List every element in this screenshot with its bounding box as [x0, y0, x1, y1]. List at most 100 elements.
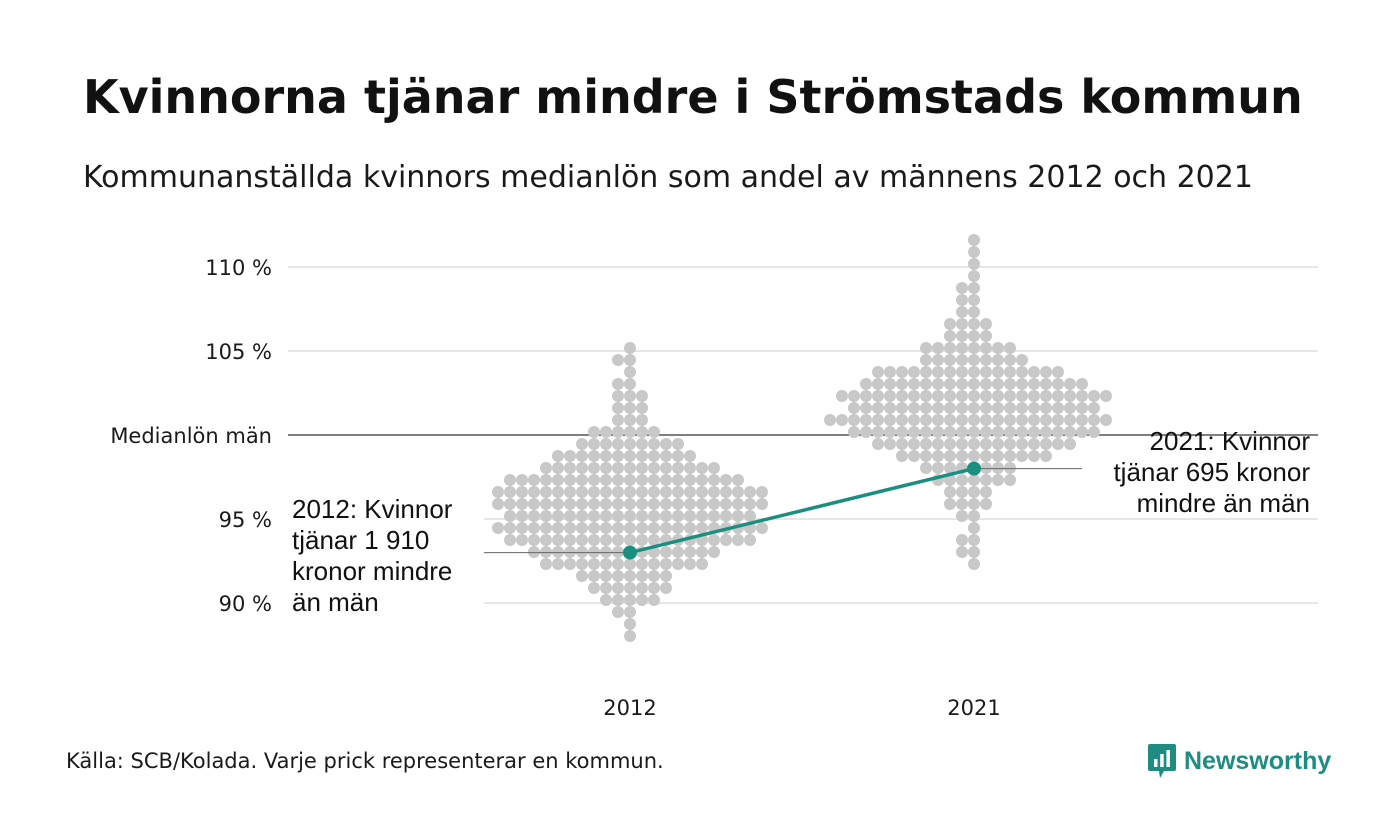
municipality-dot: [672, 438, 684, 450]
municipality-dot: [588, 486, 600, 498]
municipality-dot: [1028, 438, 1040, 450]
municipality-dot: [920, 366, 932, 378]
municipality-dot: [944, 426, 956, 438]
municipality-dot: [708, 534, 720, 546]
municipality-dot: [920, 354, 932, 366]
municipality-dot: [684, 510, 696, 522]
municipality-dot: [968, 366, 980, 378]
municipality-dot: [636, 498, 648, 510]
municipality-dot: [968, 294, 980, 306]
municipality-dot: [660, 546, 672, 558]
x-axis-ticks: 2012 2021: [603, 696, 1000, 720]
x-tick-label: 2021: [947, 696, 1000, 720]
municipality-dot: [932, 378, 944, 390]
municipality-dot: [528, 522, 540, 534]
municipality-dot: [540, 558, 552, 570]
municipality-dot: [504, 534, 516, 546]
municipality-dot: [980, 450, 992, 462]
municipality-dot: [932, 354, 944, 366]
municipality-dot: [980, 318, 992, 330]
municipality-dot: [884, 426, 896, 438]
municipality-dot: [564, 498, 576, 510]
annotation-line: mindre än män: [1137, 488, 1310, 518]
municipality-dot: [980, 354, 992, 366]
municipality-dot: [588, 426, 600, 438]
municipality-dot: [944, 366, 956, 378]
municipality-dot: [920, 390, 932, 402]
municipality-dot: [968, 330, 980, 342]
municipality-dot: [492, 486, 504, 498]
municipality-dot: [732, 510, 744, 522]
municipality-dot: [1064, 390, 1076, 402]
municipality-dot: [588, 450, 600, 462]
municipality-dot: [896, 366, 908, 378]
municipality-dot: [1028, 402, 1040, 414]
municipality-dot: [660, 462, 672, 474]
municipality-dot: [612, 354, 624, 366]
municipality-dot: [980, 414, 992, 426]
municipality-dot: [600, 546, 612, 558]
municipality-dot: [920, 426, 932, 438]
municipality-dot: [1064, 414, 1076, 426]
municipality-dot: [968, 246, 980, 258]
municipality-dot: [884, 414, 896, 426]
municipality-dot: [896, 438, 908, 450]
municipality-dot: [528, 546, 540, 558]
brand-logo[interactable]: Newsworthy: [1148, 744, 1331, 778]
municipality-dot: [624, 534, 636, 546]
highlight-point: [623, 545, 637, 560]
municipality-dot: [600, 522, 612, 534]
municipality-dot: [920, 402, 932, 414]
municipality-dot: [672, 498, 684, 510]
municipality-dot: [944, 462, 956, 474]
municipality-dot: [612, 486, 624, 498]
municipality-dot: [860, 402, 872, 414]
municipality-dot: [600, 450, 612, 462]
municipality-dot: [920, 414, 932, 426]
municipality-dot: [1076, 414, 1088, 426]
municipality-dot: [684, 450, 696, 462]
municipality-dot: [744, 534, 756, 546]
municipality-dot: [992, 342, 1004, 354]
municipality-dot: [588, 522, 600, 534]
municipality-dot: [612, 402, 624, 414]
municipality-dot: [540, 534, 552, 546]
municipality-dot: [636, 438, 648, 450]
municipality-dot: [660, 486, 672, 498]
municipality-dot: [872, 402, 884, 414]
municipality-dot: [648, 534, 660, 546]
municipality-dot: [636, 462, 648, 474]
municipality-dot: [708, 510, 720, 522]
municipality-dot: [956, 354, 968, 366]
annotation-2021: 2021: Kvinnor tjänar 695 kronor mindre än …: [1113, 426, 1310, 518]
municipality-dot: [944, 342, 956, 354]
municipality-dot: [600, 558, 612, 570]
municipality-dot: [1052, 378, 1064, 390]
municipality-dot: [884, 390, 896, 402]
municipality-dot: [660, 474, 672, 486]
municipality-dot: [1004, 378, 1016, 390]
municipality-dot: [624, 630, 636, 642]
municipality-dot: [956, 474, 968, 486]
municipality-dot: [660, 438, 672, 450]
municipality-dot: [1040, 366, 1052, 378]
municipality-dot: [968, 378, 980, 390]
municipality-dot: [624, 522, 636, 534]
municipality-dot: [648, 498, 660, 510]
municipality-dot: [636, 474, 648, 486]
municipality-dot: [612, 606, 624, 618]
municipality-dot: [660, 498, 672, 510]
municipality-dot: [992, 354, 1004, 366]
municipality-dot: [504, 498, 516, 510]
y-tick-label: 95 %: [219, 508, 272, 532]
newsworthy-logo-icon: [1148, 744, 1176, 778]
municipality-dot: [1016, 414, 1028, 426]
municipality-dot: [1052, 366, 1064, 378]
municipality-dot: [684, 474, 696, 486]
municipality-dot: [708, 462, 720, 474]
municipality-dot: [1004, 342, 1016, 354]
municipality-dot: [600, 510, 612, 522]
municipality-dot: [576, 558, 588, 570]
municipality-dot: [956, 330, 968, 342]
municipality-dot: [932, 366, 944, 378]
